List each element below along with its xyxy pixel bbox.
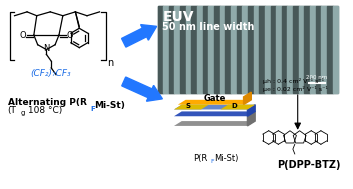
Bar — [186, 6, 191, 93]
Polygon shape — [178, 100, 251, 105]
Bar — [293, 6, 299, 93]
Text: n: n — [107, 58, 114, 68]
Bar — [225, 6, 231, 93]
Bar — [248, 6, 253, 93]
Bar — [231, 6, 237, 93]
Bar — [191, 6, 197, 93]
Bar — [287, 6, 293, 93]
Text: N: N — [43, 44, 49, 53]
Polygon shape — [174, 105, 209, 109]
Polygon shape — [174, 111, 255, 116]
Bar — [321, 6, 327, 93]
Bar — [270, 6, 276, 93]
Bar — [253, 6, 259, 93]
Polygon shape — [247, 105, 255, 116]
Text: F: F — [211, 159, 214, 164]
Text: (CF₂)₇CF₃: (CF₂)₇CF₃ — [30, 69, 71, 78]
FancyArrow shape — [122, 77, 162, 101]
Bar — [237, 6, 242, 93]
Text: O: O — [66, 31, 73, 40]
Bar — [214, 6, 220, 93]
Text: Mi-St): Mi-St) — [215, 154, 239, 163]
Text: 50 nm line width: 50 nm line width — [162, 22, 255, 32]
Polygon shape — [244, 92, 251, 105]
Text: EUV: EUV — [162, 10, 194, 24]
Bar — [310, 6, 316, 93]
Text: P(R: P(R — [193, 154, 208, 163]
Bar — [259, 6, 265, 93]
Bar — [203, 6, 208, 93]
Text: 200 nm: 200 nm — [306, 75, 328, 81]
Bar — [220, 6, 225, 93]
Bar — [174, 6, 180, 93]
Bar — [333, 6, 338, 93]
Bar — [157, 6, 338, 93]
Text: D: D — [231, 103, 237, 109]
Bar — [304, 6, 310, 93]
FancyArrow shape — [121, 25, 157, 47]
Bar — [276, 6, 282, 93]
Polygon shape — [174, 105, 255, 109]
Text: S: S — [185, 103, 190, 109]
Bar — [265, 6, 270, 93]
Text: Gate: Gate — [203, 94, 226, 103]
Text: F: F — [90, 105, 95, 112]
Bar — [197, 6, 203, 93]
Bar — [163, 6, 169, 93]
Text: (T: (T — [8, 106, 17, 115]
Bar — [157, 6, 163, 93]
Text: μe : 0.02 cm² V⁻¹ s⁻¹: μe : 0.02 cm² V⁻¹ s⁻¹ — [263, 86, 328, 92]
Text: P(DPP-BTZ): P(DPP-BTZ) — [277, 160, 341, 170]
Bar — [316, 6, 321, 93]
Bar — [208, 6, 214, 93]
Polygon shape — [247, 111, 255, 126]
Bar — [282, 6, 287, 93]
Text: Mi-St): Mi-St) — [94, 101, 125, 110]
Text: 108 °C): 108 °C) — [25, 106, 62, 115]
Bar — [242, 6, 248, 93]
Bar — [327, 6, 333, 93]
Polygon shape — [220, 105, 255, 109]
Bar — [299, 6, 304, 93]
Text: g: g — [20, 110, 25, 116]
Text: O: O — [20, 31, 26, 40]
Bar — [180, 6, 186, 93]
Text: μh : 0.4 cm² V⁻¹ s⁻¹: μh : 0.4 cm² V⁻¹ s⁻¹ — [263, 78, 324, 84]
Text: Alternating P(R: Alternating P(R — [8, 98, 86, 107]
Bar — [169, 6, 174, 93]
Polygon shape — [174, 121, 255, 126]
